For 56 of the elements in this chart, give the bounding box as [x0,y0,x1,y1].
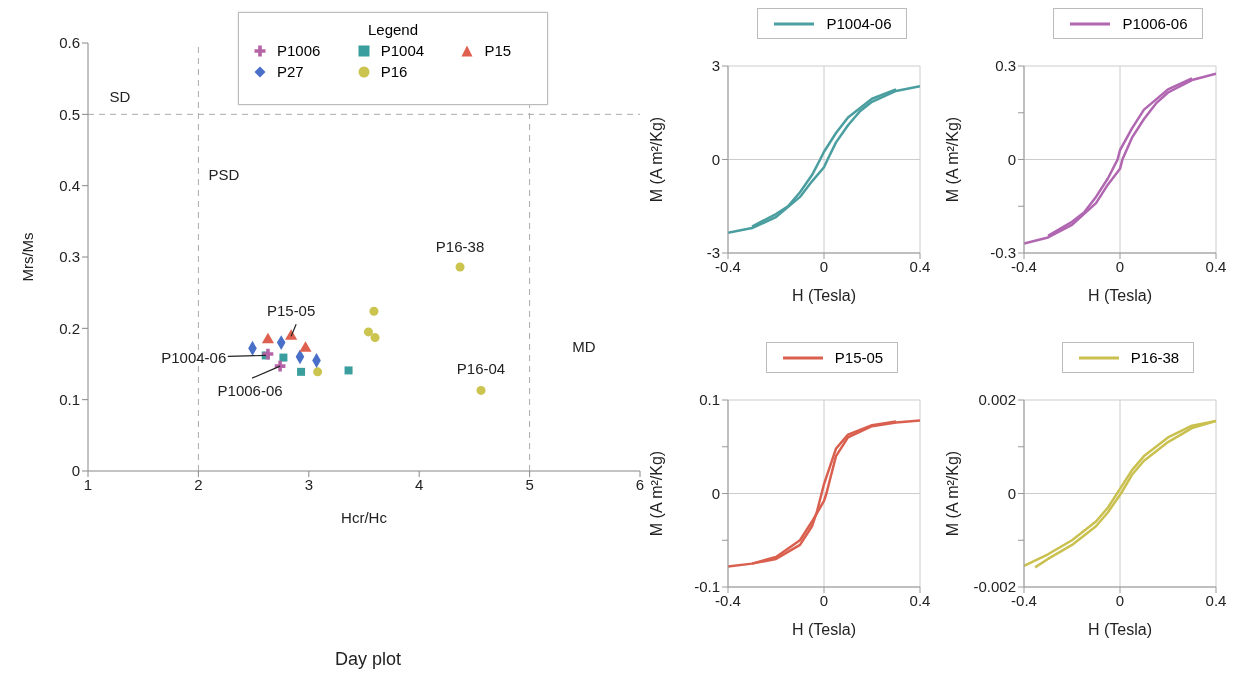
legend-title: Legend [366,21,420,38]
x-tick-label: 0.4 [1205,257,1227,275]
y-tick-label: 0.6 [59,34,80,52]
x-tick-label: 5 [525,475,534,493]
legend-label: P15 [484,42,512,59]
x-axis-title: H (Tesla) [1087,287,1153,304]
x-tick-label: 0 [1115,591,1125,609]
legend-label: P16-38 [1130,349,1180,366]
y-tick-label: 0.2 [59,319,80,337]
x-axis-title: H (Tesla) [1087,621,1153,638]
y-axis-title: M (A m²/Kg) [943,116,961,203]
x-tick-label: 0 [819,257,829,275]
x-tick-label: 6 [635,475,645,493]
y-tick-label: 0.1 [59,390,80,408]
annotation: SD [109,87,131,105]
y-tick-label: 0.3 [995,57,1016,75]
y-tick-label: 3 [711,57,720,75]
y-tick-label: 0 [711,150,720,168]
legend-label: P1006-06 [1122,15,1188,32]
y-axis-title: M (A m²/Kg) [943,450,961,537]
x-axis-title: Hcr/Hc [341,509,388,526]
y-tick-label: 0 [1007,150,1016,168]
legend-label: P1004-06 [826,15,892,32]
x-tick-label: 1 [83,475,93,493]
x-tick-label: 0 [819,591,829,609]
x-tick-label: 0.4 [1205,591,1227,609]
legend-label: P1006 [277,42,321,59]
x-axis-title: H (Tesla) [791,621,857,638]
y-tick-label: 0.002 [978,391,1016,409]
text: Day plot [333,649,402,670]
annotation: P1004-06 [161,348,227,366]
y-tick-label: 0.4 [59,176,80,194]
legend-label: P15-05 [834,349,884,366]
y-tick-label: 0.5 [59,105,80,123]
x-tick-label: 0.4 [909,591,931,609]
annotation: P16-38 [435,238,485,256]
x-tick-label: 0.4 [909,257,931,275]
x-tick-label: 2 [194,475,203,493]
x-tick-label: 4 [415,475,424,493]
legend-label: P27 [277,63,304,80]
y-tick-label: 0 [71,462,80,480]
annotation: PSD [208,165,240,183]
y-axis-title: Mrs/Ms [19,232,37,282]
x-tick-label: 0 [1115,257,1125,275]
legend-label: P1004 [380,42,425,59]
annotation: MD [572,337,596,355]
annotation: P1006-06 [217,381,283,399]
annotation: P15-05 [266,301,316,319]
legend-label: P16 [380,63,408,80]
y-tick-label: 0.1 [699,391,720,409]
y-axis-title: M (A m²/Kg) [647,116,665,203]
x-axis-title: H (Tesla) [791,287,857,304]
annotation: P16-04 [456,359,506,377]
y-tick-label: 0.3 [59,248,80,266]
y-axis-title: M (A m²/Kg) [647,450,665,537]
x-tick-label: 3 [304,475,313,493]
